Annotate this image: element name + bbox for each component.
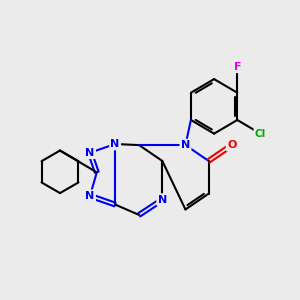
Text: N: N [85, 191, 94, 201]
Text: F: F [233, 62, 241, 72]
Text: N: N [110, 139, 120, 149]
Text: N: N [181, 140, 190, 150]
Text: Cl: Cl [255, 129, 266, 139]
Text: N: N [85, 148, 94, 158]
Text: O: O [227, 140, 236, 150]
Text: N: N [158, 195, 167, 205]
